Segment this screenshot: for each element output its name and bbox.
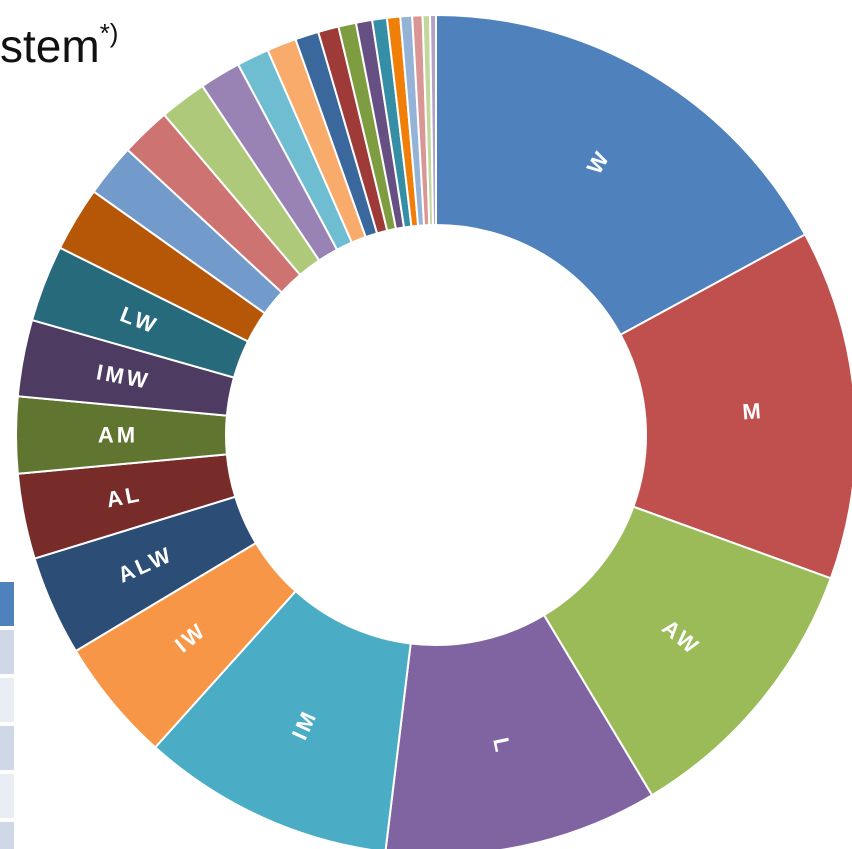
donut-slice-im: [153, 589, 412, 849]
donut-slice-w: [435, 13, 807, 337]
table-row: [0, 726, 14, 770]
donut-slice-l: [384, 613, 654, 849]
table-row: [0, 582, 14, 626]
slide-title-fragment: stem*): [0, 18, 118, 73]
table-row: [0, 822, 14, 849]
slice-label: L: [488, 735, 516, 756]
donut-slice-aw: [542, 505, 833, 797]
donut-slice: [429, 13, 437, 227]
table-row: [0, 630, 14, 674]
table-fragment: [0, 582, 14, 849]
title-superscript: *): [99, 18, 119, 48]
table-row: [0, 774, 14, 818]
slice-label: AM: [98, 423, 138, 448]
slice-label: M: [742, 398, 765, 425]
title-text: stem: [0, 20, 100, 72]
donut-slice-m: [619, 233, 852, 580]
table-row: [0, 678, 14, 722]
